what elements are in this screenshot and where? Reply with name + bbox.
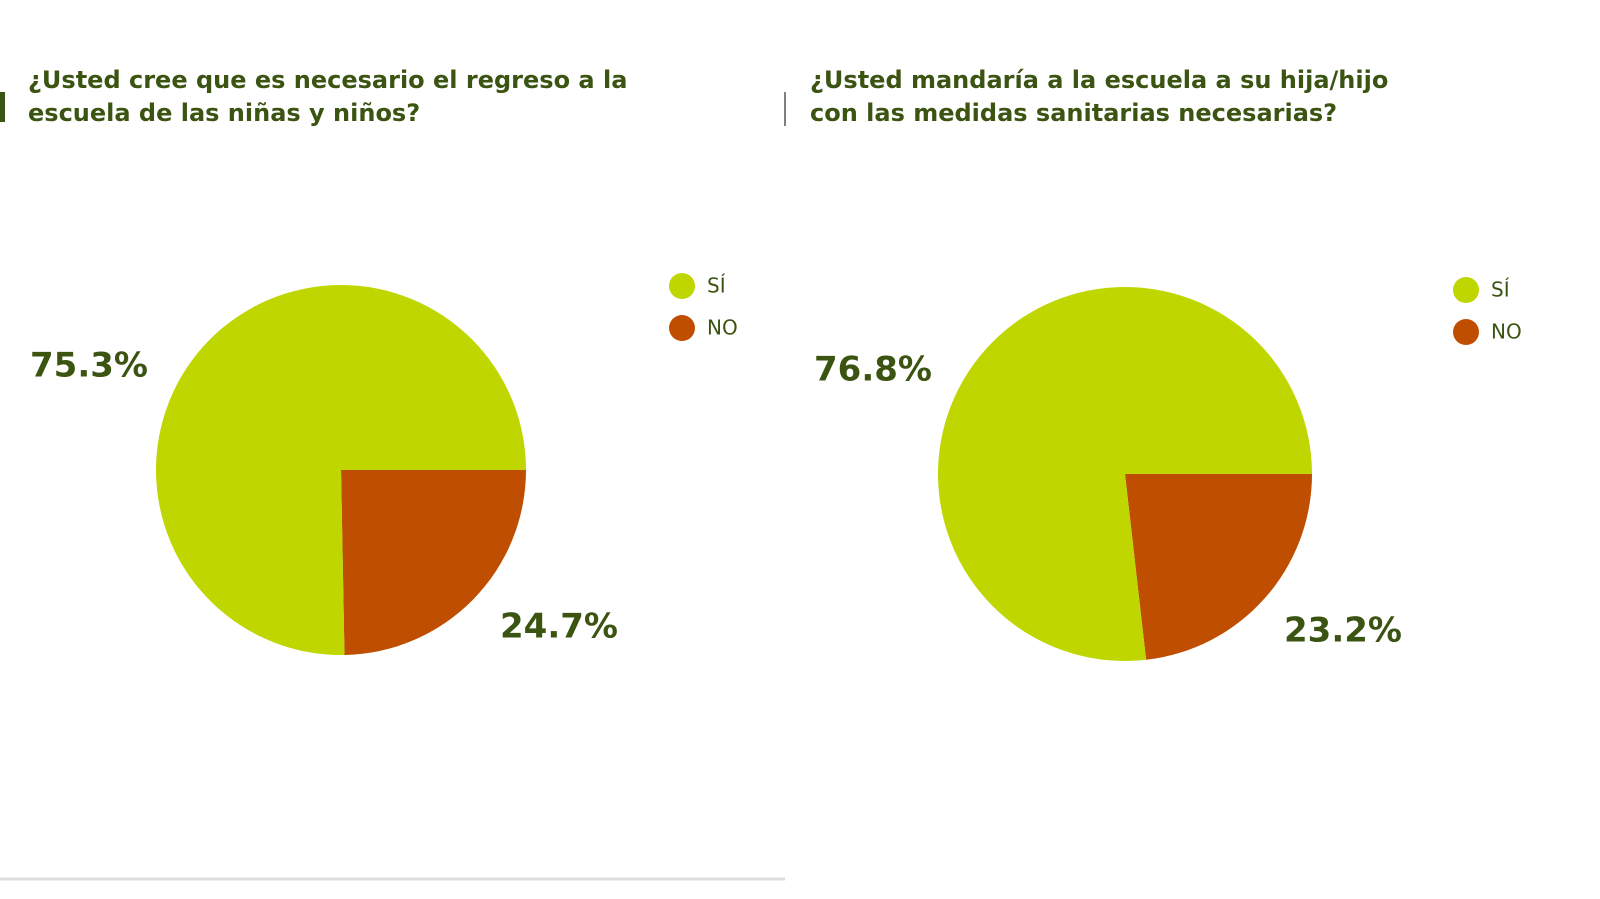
legend-label: SÍ (707, 274, 726, 298)
pie-slice (1125, 474, 1312, 660)
pie-slice (156, 285, 526, 655)
chart-title: ¿Usted mandaría a la escuela a su hija/h… (810, 66, 1389, 127)
accent-bar (0, 92, 5, 122)
legend-swatch (1453, 277, 1479, 303)
chart-title: ¿Usted cree que es necesario el regreso … (28, 66, 628, 127)
legend-swatch (1453, 319, 1479, 345)
value-label: 24.7% (500, 607, 618, 647)
legend-label: NO (1491, 320, 1522, 344)
legend-label: NO (707, 316, 738, 340)
value-label: 23.2% (1284, 611, 1402, 651)
value-label: 76.8% (814, 350, 932, 390)
value-label: 75.3% (30, 346, 148, 386)
legend-swatch (669, 273, 695, 299)
legend-swatch (669, 315, 695, 341)
pie-slice (341, 470, 526, 655)
pie-slice (938, 287, 1312, 661)
legend-label: SÍ (1491, 278, 1510, 302)
